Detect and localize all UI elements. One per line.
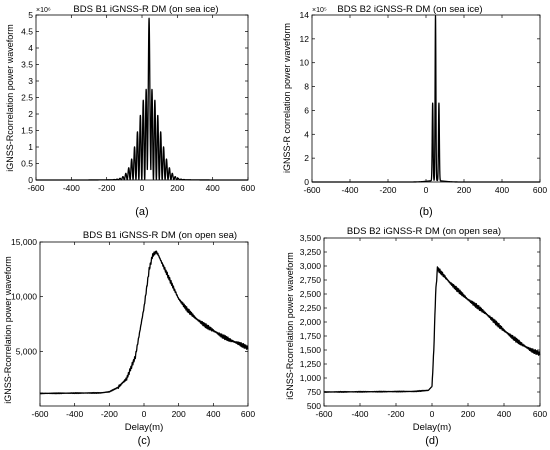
y-tick-label: 0.5: [21, 159, 33, 169]
y-axis-label: iGNSS-Rcorrelation power waveform: [285, 252, 295, 400]
x-tick-label: 400: [206, 183, 220, 193]
x-tick-label: -200: [379, 185, 396, 195]
y-tick-label: 750: [307, 387, 321, 397]
x-tick-label: -200: [101, 409, 118, 419]
y-tick-label: 12: [300, 34, 310, 44]
y-tick-label: 3.5: [21, 60, 33, 70]
panel-b: BDS B2 iGNSS-R DM (on sea ice) iGNSS-R c…: [282, 4, 547, 218]
y-tick-label: 2: [304, 153, 309, 163]
plot-frame: [311, 14, 541, 183]
x-tick-label: -600: [31, 409, 48, 419]
panel-a: BDS B1 iGNSS-R DM (on sea ice) iGNSS-Rco…: [5, 4, 255, 218]
y-tick-label: 500: [307, 401, 321, 411]
y-tick-label: 1,500: [300, 345, 322, 355]
x-tick-label: 200: [461, 409, 475, 419]
y-tick-label: 2,750: [300, 275, 322, 285]
y-axis-exponent: ×10⁶: [36, 7, 51, 14]
y-axis-exponent: ×10⁵: [312, 7, 327, 14]
y-tick-label: 0: [28, 175, 33, 185]
panel-d: BDS B2 iGNSS-R DM (on open sea) iGNSS-Rc…: [285, 226, 547, 447]
x-axis-label: Delay(m): [125, 422, 164, 433]
x-tick-label: 200: [170, 183, 184, 193]
series-line: [39, 250, 249, 395]
x-tick-label: 400: [495, 185, 509, 195]
chart-title: BDS B1 iGNSS-R DM (on sea ice): [73, 4, 218, 15]
y-tick-label: 14: [300, 10, 310, 20]
x-tick-label: 400: [206, 409, 220, 419]
x-tick-label: -400: [341, 185, 358, 195]
y-tick-label: 2.5: [21, 93, 33, 103]
y-tick-label: 2,250: [300, 303, 322, 313]
x-tick-label: 0: [424, 185, 429, 195]
y-tick-label: 4: [304, 129, 309, 139]
x-tick-label: 0: [142, 409, 147, 419]
x-tick-label: -200: [387, 409, 404, 419]
x-tick-label: 600: [241, 409, 255, 419]
chart-title: BDS B2 iGNSS-R DM (on open sea): [347, 226, 501, 237]
y-tick-label: 3,250: [300, 247, 322, 257]
y-tick-label: 2,500: [300, 289, 322, 299]
panel-label: (b): [419, 206, 432, 218]
x-tick-label: 600: [241, 183, 255, 193]
y-tick-label: 3: [28, 76, 33, 86]
y-tick-label: 2,000: [300, 317, 322, 327]
x-tick-label: 0: [140, 183, 145, 193]
x-tick-label: -400: [351, 409, 368, 419]
y-tick-label: 5,000: [16, 346, 38, 356]
y-axis-label: iGNSS-Rcorrelation power waveform: [3, 256, 13, 404]
y-tick-label: 10: [300, 58, 310, 68]
y-tick-label: 4: [28, 43, 33, 53]
y-tick-label: 3,500: [300, 233, 322, 243]
x-tick-label: 0: [430, 409, 435, 419]
y-tick-label: 10,000: [11, 292, 37, 302]
x-tick-label: -400: [63, 183, 80, 193]
y-tick-label: 1.5: [21, 126, 33, 136]
series-line: [35, 17, 249, 181]
y-tick-label: 0: [304, 177, 309, 187]
y-tick-label: 6: [304, 105, 309, 115]
series-line: [323, 266, 541, 393]
x-tick-label: 200: [172, 409, 186, 419]
x-tick-label: -200: [98, 183, 115, 193]
y-tick-label: 2: [28, 109, 33, 119]
y-tick-label: 4.5: [21, 27, 33, 37]
x-tick-label: -600: [303, 185, 320, 195]
series-line: [311, 15, 541, 183]
chart-title: BDS B2 iGNSS-R DM (on sea ice): [337, 4, 482, 15]
y-tick-label: 1,000: [300, 373, 322, 383]
y-tick-label: 1: [28, 142, 33, 152]
x-tick-label: -600: [27, 183, 44, 193]
x-tick-label: 400: [497, 409, 511, 419]
x-tick-label: -600: [315, 409, 332, 419]
x-tick-label: -400: [66, 409, 83, 419]
panel-label: (d): [425, 435, 438, 447]
x-tick-label: 200: [457, 185, 471, 195]
y-tick-label: 8: [304, 82, 309, 92]
panel-c: BDS B1 iGNSS-R DM (on open sea) iGNSS-Rc…: [3, 230, 255, 447]
y-tick-label: 5: [28, 10, 33, 20]
y-tick-label: 3,000: [300, 261, 322, 271]
panel-label: (c): [138, 435, 151, 447]
panel-label: (a): [135, 206, 148, 218]
y-tick-label: 15,000: [11, 237, 37, 247]
x-axis-label: Delay(m): [413, 422, 452, 433]
chart-title: BDS B1 iGNSS-R DM (on open sea): [83, 230, 237, 241]
x-tick-label: 600: [533, 409, 547, 419]
x-tick-label: 600: [533, 185, 547, 195]
plot-frame: [39, 241, 249, 407]
y-tick-label: 1,750: [300, 331, 322, 341]
y-axis-label: iGNSS-R correlation power waveform: [282, 23, 292, 173]
y-axis-label: iGNSS-Rcorrelation power waveform: [5, 24, 15, 172]
y-tick-label: 1,250: [300, 359, 322, 369]
